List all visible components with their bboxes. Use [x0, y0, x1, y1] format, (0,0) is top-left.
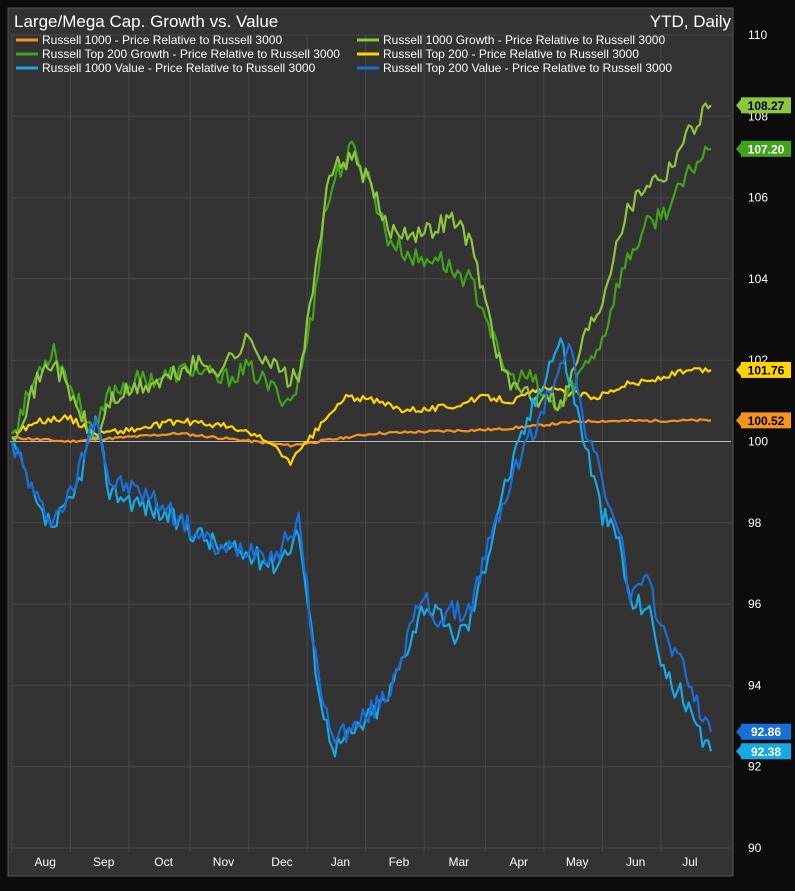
badge-value: 92.38 — [751, 745, 781, 759]
x-tick-label: Dec — [271, 855, 292, 869]
y-tick-label: 90 — [748, 841, 762, 855]
x-tick-label: Apr — [509, 855, 528, 869]
x-axis: Aug Sep Oct Nov Dec Jan Feb Mar Apr May Jun Jul — [35, 855, 698, 869]
legend-entry: Russell Top 200 Value - Price Relative t… — [383, 61, 672, 75]
series-line — [11, 337, 713, 758]
badge-pointer — [736, 141, 742, 156]
badge-value: 101.76 — [748, 363, 785, 377]
legend-entry: Russell 1000 Value - Price Relative to R… — [42, 61, 316, 75]
badge-value: 107.20 — [748, 142, 785, 156]
badge-box — [741, 361, 791, 378]
y-tick-label: 100 — [748, 435, 768, 449]
x-tick-label: Sep — [93, 855, 115, 869]
badge-pointer — [736, 98, 742, 113]
badge-pointer — [736, 744, 742, 759]
x-tick-label: May — [566, 855, 589, 869]
series-line — [11, 367, 712, 466]
x-tick-label: Jun — [626, 855, 645, 869]
badge-value: 108.27 — [748, 99, 785, 113]
series-line — [11, 418, 712, 448]
y-tick-label: 96 — [748, 597, 762, 611]
x-tick-label: Aug — [35, 855, 56, 869]
badge-pointer — [736, 724, 742, 739]
y-tick-label: 92 — [748, 760, 762, 774]
legend-entry: Russell Top 200 - Price Relative to Russ… — [383, 47, 639, 61]
x-tick-label: Oct — [154, 855, 173, 869]
badge-value: 100.52 — [748, 414, 785, 428]
badge-box — [741, 140, 791, 157]
last-value-badges: 108.27 107.20 101.76 100.52 92.86 92.38 — [736, 97, 791, 760]
chart-title: Large/Mega Cap. Growth vs. Value — [14, 12, 278, 31]
badge-box — [741, 743, 791, 760]
x-tick-label: Nov — [213, 855, 234, 869]
y-tick-label: 94 — [748, 678, 762, 692]
x-tick-label: Mar — [448, 855, 469, 869]
badge-value: 92.86 — [751, 725, 781, 739]
badge-pointer — [736, 362, 742, 377]
legend-entry: Russell Top 200 Growth - Price Relative … — [42, 47, 340, 61]
y-tick-label: 98 — [748, 516, 762, 530]
legend-entry: Russell 1000 - Price Relative to Russell… — [42, 33, 282, 47]
series-line — [10, 342, 713, 744]
legend-entry: Russell 1000 Growth - Price Relative to … — [383, 33, 665, 47]
x-tick-label: Feb — [389, 855, 410, 869]
x-tick-label: Jul — [682, 855, 697, 869]
badge-box — [741, 97, 791, 114]
y-tick-label: 104 — [748, 272, 768, 286]
y-tick-label: 106 — [748, 191, 768, 205]
badge-box — [741, 723, 791, 740]
x-tick-label: Jan — [331, 855, 350, 869]
series-group — [10, 102, 713, 758]
badge-pointer — [736, 413, 742, 428]
badge-box — [741, 412, 791, 429]
series-line — [11, 102, 712, 442]
chart-subtitle: YTD, Daily — [650, 12, 732, 31]
legend: Russell 1000 - Price Relative to Russell… — [16, 33, 672, 75]
y-tick-label: 110 — [748, 28, 767, 42]
